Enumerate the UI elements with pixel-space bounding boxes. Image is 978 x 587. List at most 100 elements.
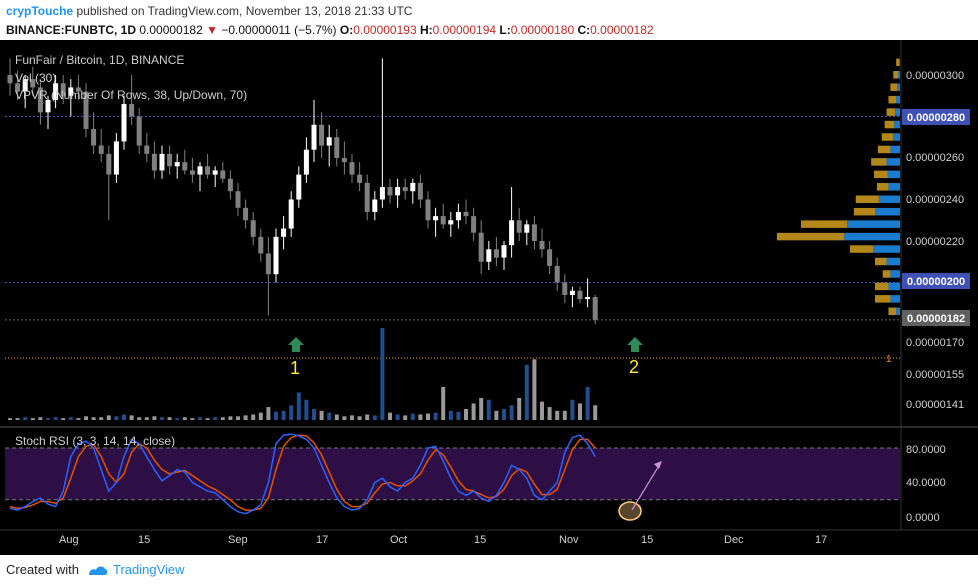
volume-bar: [441, 386, 446, 420]
volume-bar: [91, 417, 96, 420]
volume-bar: [23, 417, 28, 420]
volume-bar: [532, 359, 537, 420]
volume-bar: [99, 417, 104, 420]
volume-bar: [403, 415, 408, 420]
price-badge-280: [902, 109, 970, 125]
candle-body: [562, 282, 568, 295]
candle-body: [402, 187, 408, 192]
candle-body: [395, 187, 401, 196]
candle-body: [98, 145, 104, 154]
vpvr-up-bar: [875, 207, 900, 216]
candle-body: [7, 75, 13, 84]
volume-bar: [464, 408, 468, 420]
legend-main[interactable]: FunFair / Bitcoin, 1D, BINANCE: [15, 53, 184, 67]
volume-bar: [312, 408, 316, 420]
vpvr-down-bar: [800, 220, 848, 228]
candle-body: [30, 79, 36, 88]
candle-body: [319, 124, 325, 146]
volume-bar: [486, 399, 491, 420]
candle-body: [463, 211, 469, 217]
volume-bar: [38, 417, 43, 420]
volume-bar: [258, 412, 263, 420]
vpvr-down-bar: [876, 183, 889, 191]
arrow-2-label: 2: [629, 357, 639, 377]
volume-bar: [243, 415, 248, 420]
candle-body: [106, 153, 112, 175]
published-text: published on TradingView.com, November 1…: [76, 4, 413, 18]
candle-body: [592, 297, 598, 320]
footer: Created with TradingView: [6, 562, 185, 577]
legend-vol[interactable]: Vol (30): [15, 71, 56, 85]
vpvr-up-bar: [873, 245, 900, 253]
stoch-tick: 0.0000: [906, 512, 940, 524]
stoch-rsi-pane[interactable]: [0, 426, 978, 515]
vpvr-up-bar: [897, 83, 900, 91]
vpvr-down-bar: [875, 295, 891, 303]
candle-body: [235, 191, 241, 208]
candle-body: [174, 162, 180, 167]
volume-bar: [380, 328, 385, 420]
legend-vpvr[interactable]: VPVR (Number Of Rows, 38, Up/Down, 70): [15, 88, 247, 102]
price-tick: 0.00000220: [906, 236, 964, 248]
candle-body: [440, 216, 446, 225]
candle-body: [15, 83, 21, 92]
price-chart[interactable]: FunFair / Bitcoin, 1D, BINANCE Vol (30) …: [0, 40, 978, 555]
vpvr-down-bar: [890, 83, 898, 91]
candle-body: [349, 162, 355, 175]
candle-body: [372, 199, 378, 212]
legend-stoch[interactable]: Stoch RSI (3, 3, 14, 14, close): [15, 434, 175, 448]
volume-bar: [517, 397, 522, 420]
volume-bar: [479, 397, 484, 420]
volume-bar: [137, 417, 142, 420]
vpvr-down-bar: [886, 108, 896, 116]
volume-bar: [114, 416, 119, 420]
candle-body: [569, 290, 575, 295]
candle-body: [250, 220, 256, 237]
volume-bar: [122, 414, 126, 420]
vpvr-up-bar: [888, 183, 900, 191]
vpvr-up-bar: [898, 71, 900, 79]
vpvr-down-bar: [850, 245, 874, 253]
vpvr-up-bar: [899, 58, 900, 67]
candle-body: [243, 207, 249, 221]
candle-body: [220, 170, 226, 179]
candle-body: [227, 178, 233, 192]
candles[interactable]: [7, 58, 598, 324]
candle-body: [37, 87, 43, 113]
tradingview-link[interactable]: TradingView: [87, 562, 185, 577]
candle-body: [53, 83, 59, 100]
volume-bar: [289, 405, 294, 420]
candle-body: [113, 141, 119, 175]
candle-body: [205, 166, 211, 175]
stoch-tick: 80.0000: [906, 444, 946, 456]
vpvr-down-bar: [888, 307, 897, 316]
time-label: Aug: [59, 534, 79, 546]
price-badge-last: [902, 310, 970, 326]
candle-body: [144, 145, 150, 154]
candle-body: [151, 153, 157, 171]
volume-bar: [152, 416, 157, 420]
volume-bar: [205, 418, 210, 420]
author-link[interactable]: crypTouche: [6, 4, 74, 18]
vpvr-down-bar: [875, 282, 889, 291]
volume-bar: [281, 410, 286, 420]
vpvr-down-bar: [896, 58, 900, 67]
vpvr-up-bar: [888, 282, 900, 291]
volume-bar: [471, 403, 476, 420]
volume-bar: [228, 416, 233, 420]
time-label: 17: [815, 534, 827, 546]
candle-body: [448, 220, 454, 225]
time-label: Oct: [390, 534, 407, 546]
volume-bar: [342, 416, 347, 420]
time-label: 15: [641, 534, 653, 546]
candle-body: [326, 137, 332, 146]
volume-bar: [198, 417, 202, 420]
candle-body: [197, 166, 203, 175]
volume-bar: [593, 405, 598, 420]
volume-bar: [334, 414, 339, 420]
candle-body: [493, 249, 499, 258]
candle-body: [387, 187, 393, 196]
candle-body: [516, 220, 522, 233]
volume-bar: [509, 405, 514, 420]
time-label: Dec: [724, 534, 744, 546]
